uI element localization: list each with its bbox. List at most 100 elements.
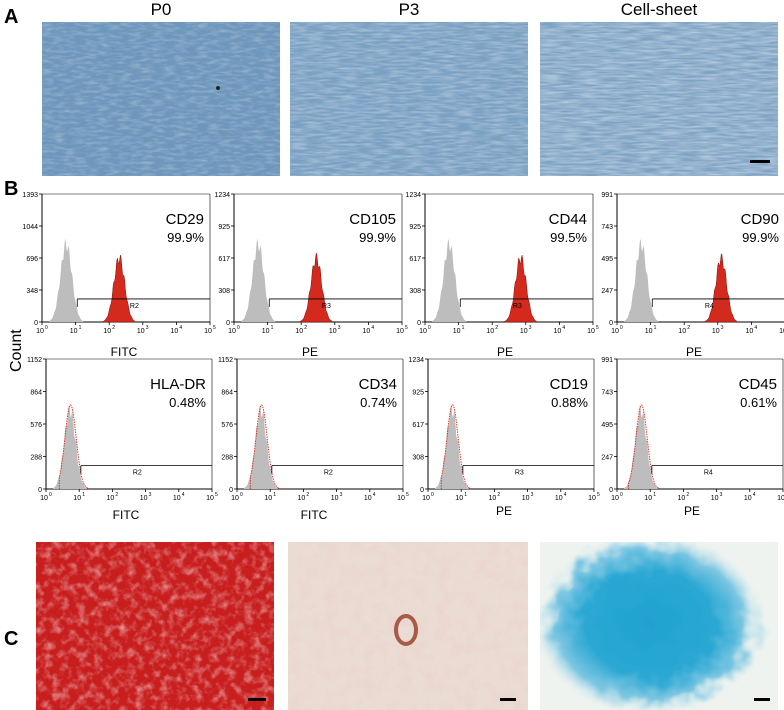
x-tick-label: 10 [419, 328, 427, 335]
x-tick-exponent: 2 [497, 492, 500, 498]
y-tick-label: 1234 [214, 192, 230, 199]
x-tick-label: 10 [587, 328, 595, 335]
y-tick-label: 576 [30, 422, 42, 429]
y-tick-label: 348 [26, 288, 38, 295]
x-tick-label: 10 [422, 495, 430, 502]
channel-label: PE [685, 345, 702, 359]
y-tick-label: 743 [601, 390, 613, 397]
x-tick-label: 10 [455, 495, 463, 502]
y-tick-label: 925 [412, 390, 424, 397]
y-tick-label: 308 [409, 288, 421, 295]
x-tick-label: 10 [298, 495, 306, 502]
gate-label: R3 [513, 303, 522, 310]
y-tick-label: 0 [609, 320, 613, 327]
x-tick-label: 10 [171, 328, 179, 335]
x-tick-exponent: 4 [754, 325, 757, 331]
x-tick-exponent: 1 [79, 325, 82, 331]
y-tick-label: 0 [34, 320, 38, 327]
x-tick-exponent: 3 [338, 325, 341, 331]
x-tick-label: 10 [107, 495, 115, 502]
x-tick-label: 10 [554, 328, 562, 335]
y-tick-label: 617 [412, 422, 424, 429]
x-tick-exponent: 1 [271, 325, 274, 331]
y-tick-label: 991 [601, 357, 613, 364]
y-tick-label: 991 [601, 192, 613, 199]
stained-trace [249, 404, 282, 490]
scale-bar [248, 698, 266, 701]
y-tick-label: 288 [30, 455, 42, 462]
x-tick-label: 10 [486, 328, 494, 335]
x-tick-exponent: 2 [686, 492, 689, 498]
y-tick-label: 1152 [218, 357, 233, 364]
x-tick-label: 10 [645, 328, 653, 335]
isotype-peak [623, 404, 658, 489]
isotype-peak [241, 238, 276, 322]
y-tick-label: 1044 [22, 224, 38, 231]
x-tick-label: 10 [173, 495, 181, 502]
y-tick-label: 495 [601, 422, 613, 429]
channel-label: PE [301, 345, 318, 359]
gate-label: R3 [322, 303, 331, 310]
x-tick-label: 10 [453, 328, 461, 335]
x-tick-exponent: 0 [49, 492, 52, 498]
marker-label: CD29 [166, 211, 204, 228]
x-tick-exponent: 3 [340, 492, 343, 498]
channel-label: FITC [300, 508, 328, 522]
percent-label: 0.74% [360, 395, 397, 410]
x-tick-exponent: 2 [112, 325, 115, 331]
x-tick-exponent: 5 [596, 325, 599, 331]
x-tick-exponent: 1 [654, 325, 657, 331]
x-tick-label: 10 [520, 328, 528, 335]
y-tick-label: 495 [601, 256, 613, 263]
marker-label: CD105 [349, 211, 396, 228]
x-tick-exponent: 1 [462, 325, 465, 331]
y-tick-label: 864 [30, 390, 42, 397]
scale-bar [754, 698, 770, 701]
y-tick-label: 247 [601, 455, 613, 462]
scale-bar [750, 160, 770, 163]
x-tick-exponent: 4 [371, 325, 374, 331]
y-tick-label: 925 [409, 224, 421, 231]
x-tick-exponent: 4 [564, 492, 567, 498]
x-tick-label: 10 [678, 328, 686, 335]
x-tick-exponent: 5 [405, 325, 408, 331]
y-tick-label: 1152 [27, 357, 42, 364]
channel-label: FITC [112, 508, 140, 522]
marker-label: CD34 [359, 376, 397, 393]
gate-label: R2 [130, 303, 139, 310]
x-tick-exponent: 1 [273, 492, 276, 498]
x-tick-exponent: 3 [149, 492, 152, 498]
x-tick-exponent: 3 [529, 325, 532, 331]
x-tick-label: 10 [264, 495, 272, 502]
y-tick-label: 288 [221, 455, 233, 462]
x-tick-exponent: 0 [45, 325, 48, 331]
gate-label: R2 [133, 470, 142, 477]
x-tick-exponent: 4 [373, 492, 376, 498]
x-tick-exponent: 1 [82, 492, 85, 498]
y-tick-label: 576 [221, 422, 233, 429]
y-tick-label: 0 [609, 487, 613, 494]
gate-label: R2 [324, 470, 333, 477]
x-tick-label: 10 [644, 495, 652, 502]
x-tick-exponent: 4 [182, 492, 185, 498]
y-tick-label: 308 [218, 288, 230, 295]
x-tick-label: 10 [611, 495, 619, 502]
micrograph-adipogenic [288, 542, 528, 710]
x-tick-label: 10 [262, 328, 270, 335]
marker-label: CD45 [739, 376, 777, 393]
y-tick-label: 925 [218, 224, 230, 231]
gate-label: R3 [515, 470, 524, 477]
x-tick-label: 10 [329, 328, 337, 335]
x-tick-label: 10 [103, 328, 111, 335]
y-tick-label: 0 [38, 487, 42, 494]
x-tick-exponent: 1 [653, 492, 656, 498]
percent-label: 99.9% [167, 230, 204, 245]
percent-label: 99.5% [550, 230, 587, 245]
title-cell-sheet: Cell-sheet [620, 0, 698, 19]
channel-label: PE [496, 345, 513, 359]
y-tick-label: 0 [417, 320, 421, 327]
